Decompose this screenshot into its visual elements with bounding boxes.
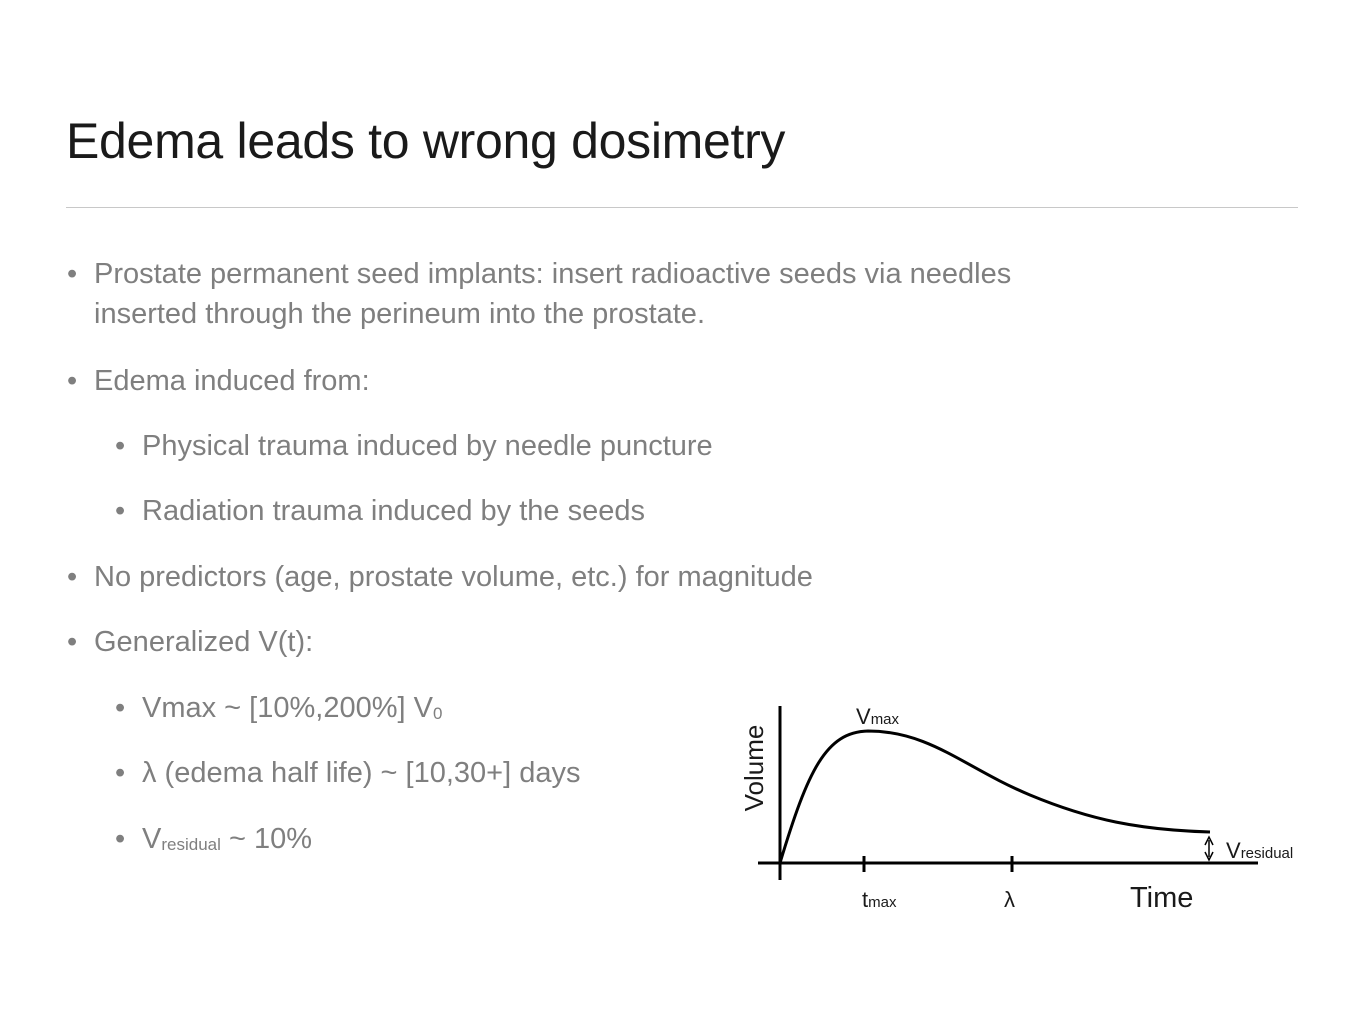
vmax-label: Vmax bbox=[856, 704, 900, 729]
y-axis-label: Volume bbox=[739, 725, 769, 812]
bullet-text: Edema induced from: bbox=[94, 365, 370, 397]
bullet-physical-trauma: • Physical trauma induced by needle punc… bbox=[115, 426, 713, 466]
title-divider bbox=[66, 207, 1298, 208]
bullet-text: λ (edema half life) ~ [10,30+] days bbox=[142, 757, 581, 789]
bullet-marker: • bbox=[115, 430, 126, 462]
slide-title: Edema leads to wrong dosimetry bbox=[66, 113, 786, 169]
bullet-seed-implants-line1: • Prostate permanent seed implants: inse… bbox=[67, 254, 1012, 294]
subscript: residual bbox=[161, 835, 221, 854]
bullet-generalized-vt: • Generalized V(t): bbox=[67, 622, 314, 662]
bullet-edema-induced: • Edema induced from: bbox=[67, 361, 370, 401]
bullet-seed-implants-line2: inserted through the perineum into the p… bbox=[94, 294, 705, 334]
tmax-label: tmax bbox=[862, 887, 897, 912]
bullet-marker: • bbox=[67, 365, 78, 397]
bullet-text: V bbox=[142, 823, 162, 855]
bullet-marker: • bbox=[67, 561, 78, 593]
bullet-vmax-range: • Vmax ~ [10%,200%] V0 bbox=[115, 688, 443, 734]
bullet-text: ~ 10% bbox=[220, 823, 312, 855]
bullet-text: No predictors (age, prostate volume, etc… bbox=[94, 561, 813, 593]
bullet-vresidual: • Vresidual ~ 10% bbox=[115, 819, 312, 865]
bullet-no-predictors: • No predictors (age, prostate volume, e… bbox=[67, 557, 813, 597]
vresidual-label: Vresidual bbox=[1226, 838, 1293, 863]
vmax-label-letter: V bbox=[856, 704, 871, 729]
bullet-text: Physical trauma induced by needle punctu… bbox=[142, 430, 713, 462]
tmax-label-subscript: max bbox=[868, 894, 897, 911]
vresidual-label-subscript: residual bbox=[1241, 845, 1294, 862]
bullet-text: Vmax ~ [10%,200%] V bbox=[142, 692, 433, 724]
bullet-marker: • bbox=[115, 495, 126, 527]
bullet-radiation-trauma: • Radiation trauma induced by the seeds bbox=[115, 491, 645, 531]
vresidual-label-letter: V bbox=[1226, 838, 1241, 863]
bullet-marker: • bbox=[115, 692, 126, 724]
bullet-marker: • bbox=[115, 757, 126, 789]
tmax-label-letter: t bbox=[862, 887, 868, 912]
bullet-text: Prostate permanent seed implants: insert… bbox=[94, 258, 1012, 290]
bullet-lambda-range: • λ (edema half life) ~ [10,30+] days bbox=[115, 753, 581, 793]
bullet-marker: • bbox=[115, 823, 126, 855]
bullet-marker: • bbox=[67, 626, 78, 658]
residual-arrow-head-down bbox=[1204, 851, 1214, 862]
residual-arrow-head-up bbox=[1204, 835, 1214, 846]
bullet-text: Generalized V(t): bbox=[94, 626, 314, 658]
subscript: 0 bbox=[432, 704, 443, 723]
x-axis-label: Time bbox=[1130, 882, 1193, 914]
lambda-label: λ bbox=[1004, 887, 1015, 912]
bullet-text: Radiation trauma induced by the seeds bbox=[142, 495, 645, 527]
bullet-text: inserted through the perineum into the p… bbox=[94, 298, 705, 330]
volume-curve bbox=[778, 729, 1211, 864]
vmax-label-subscript: max bbox=[871, 711, 900, 728]
bullet-marker: • bbox=[67, 258, 78, 290]
